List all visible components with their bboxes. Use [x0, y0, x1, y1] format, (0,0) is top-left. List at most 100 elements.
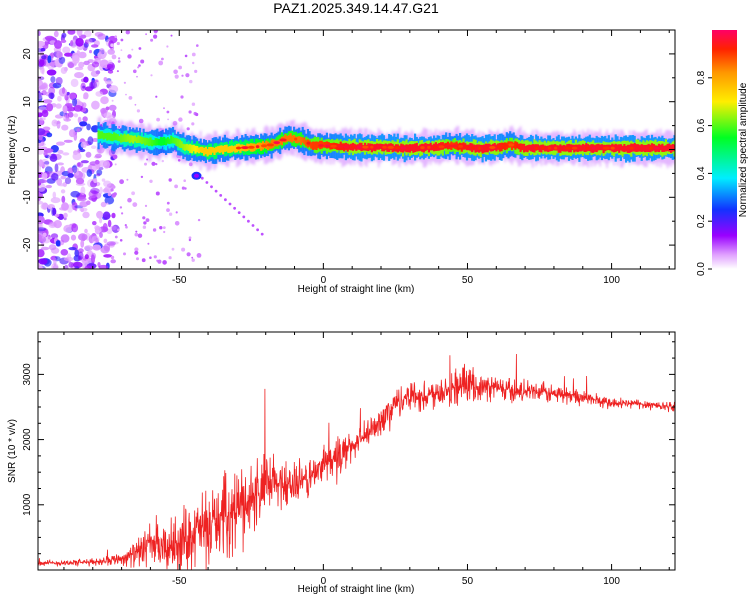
- ridge-cell: [223, 145, 226, 152]
- noise-blob: [108, 85, 119, 94]
- noise-blob: [38, 249, 45, 258]
- ridge-peak: [362, 145, 369, 149]
- x-tick-label: 0: [321, 576, 327, 587]
- noise-blob: [62, 46, 71, 54]
- noise-dot: [163, 230, 166, 234]
- noise-blob: [38, 258, 48, 265]
- noise-blob: [81, 102, 87, 108]
- colorbar-label: Normalized spectral amplitude: [738, 82, 749, 217]
- noise-dot: [144, 204, 148, 207]
- noise-dot: [155, 191, 160, 196]
- noise-dot: [194, 69, 198, 73]
- noise-dot: [135, 230, 138, 233]
- ridge-cell: [185, 143, 188, 150]
- noise-dot: [196, 44, 199, 47]
- noise-dot: [110, 188, 114, 192]
- ridge-cell: [533, 144, 536, 153]
- ridge-cell: [619, 144, 622, 151]
- noise-blob: [74, 249, 80, 257]
- ridge-peak: [294, 137, 298, 141]
- noise-blob: [90, 70, 99, 77]
- ridge-cell: [329, 143, 332, 150]
- ridge-cell: [194, 145, 197, 154]
- noise-dot: [189, 79, 193, 84]
- noise-blob: [99, 186, 103, 195]
- trail-dot: [205, 181, 209, 184]
- noise-blob: [92, 221, 97, 226]
- ridge-cell: [431, 144, 434, 151]
- ridge-peak: [478, 146, 482, 150]
- noise-blob: [38, 111, 43, 118]
- noise-dot: [173, 69, 178, 75]
- noise-blob: [91, 125, 100, 133]
- noise-dot: [117, 228, 120, 232]
- ridge-cell: [291, 135, 294, 143]
- chart-title: PAZ1.2025.349.14.47.G21: [273, 0, 439, 16]
- noise-dot: [127, 197, 132, 203]
- ridge-peak: [572, 146, 578, 150]
- ridge-peak: [235, 146, 242, 150]
- noise-dot: [166, 45, 169, 48]
- noise-dot: [143, 221, 147, 225]
- noise-blob: [103, 243, 111, 252]
- ridge-cell: [97, 130, 100, 139]
- ridge-cell: [225, 144, 228, 152]
- noise-blob: [40, 246, 50, 251]
- noise-dot: [116, 70, 119, 73]
- y-tick-label: 10: [22, 96, 33, 108]
- noise-blob: [102, 211, 111, 220]
- ridge-cell: [583, 144, 586, 152]
- noise-blob: [56, 51, 63, 58]
- noise-dot: [119, 179, 124, 185]
- noise-dot: [131, 48, 134, 51]
- noise-dot: [191, 102, 196, 106]
- snr-frame: [37, 331, 676, 571]
- noise-blob: [62, 152, 70, 156]
- ridge-cell: [424, 142, 427, 152]
- ridge-cell: [230, 145, 233, 153]
- trail-dot: [228, 202, 232, 206]
- noise-dot: [185, 73, 190, 78]
- noise-blob: [38, 30, 41, 36]
- ridge-peak: [387, 145, 395, 149]
- noise-blob: [78, 61, 85, 68]
- ridge-cell: [668, 143, 671, 152]
- noise-blob: [61, 124, 69, 131]
- ridge-peak: [318, 144, 324, 147]
- noise-dot: [168, 212, 173, 216]
- noise-blob: [70, 40, 74, 47]
- noise-blob: [75, 177, 85, 185]
- ridge-peak: [432, 145, 438, 149]
- noise-blob: [104, 196, 115, 205]
- ridge-cell: [104, 133, 107, 139]
- ridge-peak: [610, 146, 615, 150]
- ridge-cell: [500, 142, 503, 152]
- ridge-cell: [260, 143, 263, 151]
- y-tick-label: -10: [22, 190, 33, 205]
- noise-blob: [55, 240, 61, 247]
- noise-dot: [125, 93, 127, 96]
- ridge-peak: [579, 146, 583, 150]
- noise-blob: [48, 221, 57, 229]
- ridge-peak: [279, 138, 287, 142]
- ridge-cell: [379, 143, 382, 149]
- noise-dot: [155, 95, 158, 98]
- noise-blob: [99, 167, 104, 170]
- noise-blob: [105, 80, 113, 85]
- ridge-cell: [158, 139, 161, 146]
- ridge-cell: [177, 138, 180, 147]
- ridge-peak: [260, 144, 268, 148]
- ridge-cell: [647, 143, 650, 152]
- noise-dot: [132, 202, 138, 208]
- noise-dot: [153, 34, 158, 39]
- ridge-cell: [149, 137, 152, 146]
- noise-blob: [89, 49, 92, 54]
- noise-blob: [63, 217, 67, 221]
- ridge-peak: [501, 144, 509, 148]
- noise-dot: [140, 175, 144, 179]
- ridge-cell: [597, 143, 600, 151]
- noise-dot: [178, 65, 183, 70]
- ridge-cell: [279, 138, 282, 145]
- noise-blob: [91, 138, 99, 142]
- ridge-cell: [616, 144, 619, 151]
